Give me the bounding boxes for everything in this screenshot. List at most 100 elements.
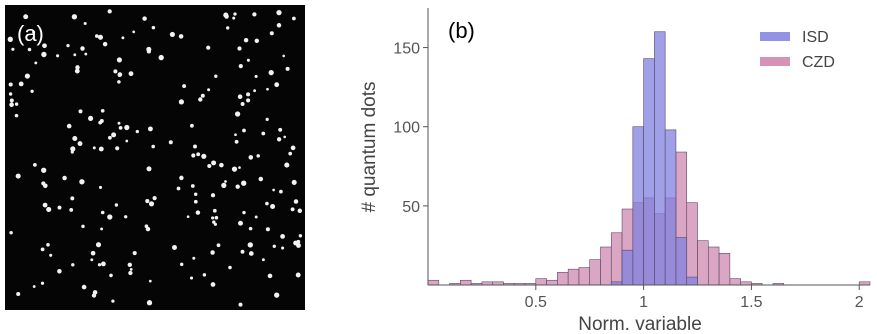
quantum-dot bbox=[8, 92, 13, 96]
quantum-dot bbox=[32, 30, 36, 34]
quantum-dot bbox=[97, 263, 102, 267]
quantum-dot bbox=[101, 261, 106, 267]
quantum-dot bbox=[267, 273, 273, 279]
quantum-dot bbox=[97, 34, 104, 40]
quantum-dot bbox=[102, 41, 108, 47]
isd-bar bbox=[664, 129, 677, 286]
quantum-dot bbox=[111, 132, 117, 138]
quantum-dot bbox=[254, 74, 258, 78]
quantum-dot bbox=[200, 93, 205, 98]
quantum-dot bbox=[107, 214, 113, 220]
quantum-dot bbox=[280, 234, 285, 239]
quantum-dot bbox=[237, 94, 243, 100]
quantum-dot bbox=[298, 234, 303, 238]
quantum-dot bbox=[57, 269, 62, 274]
quantum-dot bbox=[70, 150, 74, 154]
quantum-dot bbox=[56, 54, 60, 58]
quantum-dot bbox=[278, 127, 283, 132]
quantum-dot bbox=[146, 166, 152, 172]
x-tick-label: 0.5 bbox=[525, 294, 547, 311]
quantum-dot bbox=[152, 196, 157, 201]
quantum-dot bbox=[283, 135, 287, 139]
quantum-dot bbox=[43, 183, 48, 189]
quantum-dot bbox=[116, 57, 122, 63]
quantum-dot bbox=[90, 250, 96, 256]
quantum-dot bbox=[71, 263, 75, 267]
quantum-dot bbox=[7, 36, 13, 42]
quantum-dot bbox=[128, 270, 133, 276]
quantum-dot bbox=[146, 300, 153, 306]
quantum-dot bbox=[70, 196, 75, 201]
quantum-dot bbox=[210, 282, 216, 287]
quantum-dot bbox=[243, 37, 249, 43]
quantum-dot bbox=[219, 162, 224, 168]
quantum-dot bbox=[91, 293, 97, 298]
quantum-dot bbox=[79, 179, 85, 185]
quantum-dot bbox=[253, 89, 256, 93]
quantum-dot bbox=[98, 120, 103, 125]
quantum-dot bbox=[214, 74, 218, 78]
quantum-dot bbox=[281, 246, 285, 250]
quantum-dot bbox=[285, 66, 290, 71]
czd-bar bbox=[610, 232, 623, 286]
quantum-dot bbox=[46, 243, 50, 247]
quantum-dot bbox=[266, 87, 269, 91]
czd-bar bbox=[729, 278, 741, 286]
quantum-dot bbox=[242, 210, 246, 215]
quantum-dot bbox=[151, 25, 156, 30]
quantum-dot bbox=[282, 54, 286, 58]
isd-bar bbox=[621, 249, 634, 286]
quantum-dot bbox=[206, 45, 211, 50]
quantum-dot bbox=[145, 199, 150, 204]
quantum-dot bbox=[246, 58, 250, 62]
legend-swatch-isd bbox=[760, 32, 790, 41]
quantum-dot bbox=[202, 273, 207, 277]
quantum-dot bbox=[234, 139, 239, 144]
quantum-dot bbox=[178, 99, 185, 105]
quantum-dot bbox=[210, 193, 216, 198]
panel-b-label: (b) bbox=[448, 18, 475, 43]
quantum-dot bbox=[189, 276, 194, 280]
legend-label-isd: ISD bbox=[802, 29, 829, 46]
quantum-dot bbox=[210, 250, 215, 255]
isd-bars bbox=[610, 31, 698, 286]
quantum-dot bbox=[212, 208, 217, 213]
czd-bar bbox=[578, 267, 591, 286]
y-axis-label: # quantum dots bbox=[359, 82, 380, 213]
quantum-dot bbox=[83, 21, 87, 26]
quantum-dot bbox=[73, 53, 77, 57]
quantum-dot bbox=[224, 180, 227, 183]
quantum-dot bbox=[75, 65, 80, 70]
quantum-dot bbox=[46, 206, 52, 212]
quantum-dot bbox=[261, 258, 265, 262]
quantum-dot bbox=[57, 205, 62, 210]
quantum-dot bbox=[242, 128, 246, 133]
quantum-dot bbox=[14, 113, 19, 118]
quantum-dot bbox=[100, 210, 105, 215]
quantum-dot bbox=[80, 46, 85, 51]
y-ticks: 50 100 150 bbox=[393, 41, 428, 216]
czd-bar bbox=[600, 246, 612, 286]
quantum-dot bbox=[30, 89, 34, 93]
microscopy-image-panel: (a) bbox=[5, 5, 305, 310]
quantum-dot bbox=[235, 184, 240, 189]
quantum-dot bbox=[92, 146, 96, 150]
quantum-dot bbox=[254, 38, 259, 43]
quantum-dot bbox=[88, 115, 94, 121]
quantum-dot bbox=[40, 281, 45, 285]
quantum-dot bbox=[168, 140, 173, 145]
isd-bar bbox=[686, 276, 698, 286]
quantum-dot bbox=[90, 258, 94, 262]
quantum-dot bbox=[117, 121, 121, 125]
quantum-dot bbox=[182, 84, 187, 89]
y-tick-label: 50 bbox=[402, 199, 420, 216]
quantum-dot bbox=[246, 92, 251, 97]
quantum-dot bbox=[268, 69, 274, 76]
quantum-dot bbox=[241, 180, 247, 186]
quantum-dot bbox=[234, 111, 241, 117]
quantum-dot bbox=[66, 123, 72, 129]
quantum-dot bbox=[16, 291, 21, 297]
quantum-dot bbox=[11, 47, 15, 51]
x-tick-label: 2 bbox=[855, 294, 864, 311]
quantum-dot bbox=[66, 43, 70, 48]
